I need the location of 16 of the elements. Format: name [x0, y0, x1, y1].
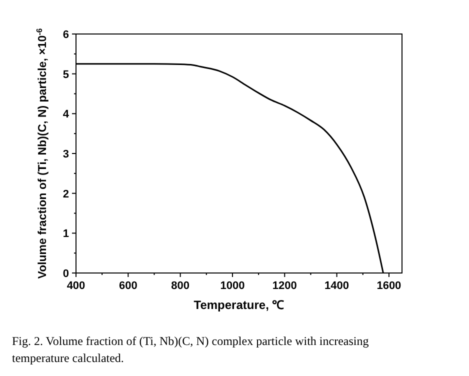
x-tick-label: 1200 — [272, 280, 297, 292]
y-tick-label: 2 — [62, 188, 69, 200]
y-tick-label: 6 — [62, 29, 69, 41]
y-tick-label: 0 — [62, 268, 69, 280]
y-tick-label: 1 — [62, 228, 69, 240]
x-tick-label: 1000 — [220, 280, 245, 292]
x-tick-label: 1400 — [324, 280, 350, 292]
x-axis-title: Temperature, ℃ — [194, 298, 284, 312]
y-tick-label: 3 — [62, 148, 69, 160]
x-tick-label: 600 — [118, 280, 138, 292]
caption: Fig. 2. Volume fraction of (Ti, Nb)(C, N) complex particle with increasing temperature calculated. — [12, 334, 369, 365]
x-tick-label: 800 — [171, 280, 190, 292]
y-tick-label: 5 — [62, 68, 69, 81]
x-tick-label: 400 — [66, 280, 86, 292]
y-tick-label: 4 — [62, 108, 70, 121]
x-tick-label: 1600 — [376, 280, 402, 292]
